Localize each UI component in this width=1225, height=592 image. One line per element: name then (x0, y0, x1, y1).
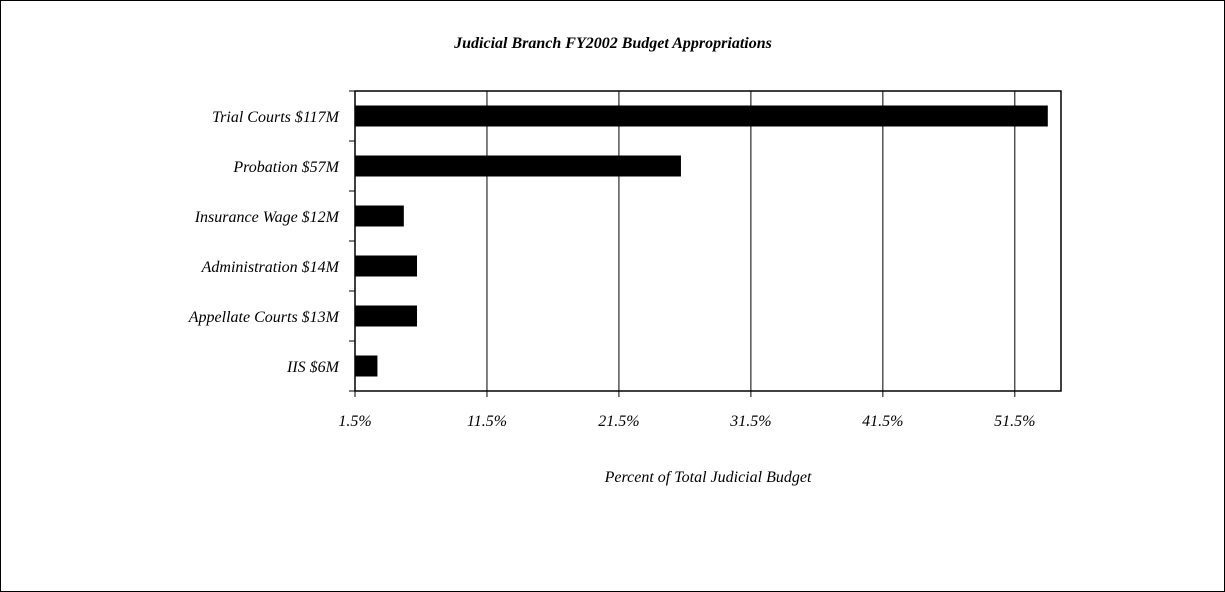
category-label: Probation $57M (232, 159, 340, 176)
x-tick-label: 21.5% (598, 413, 639, 430)
category-label: IIS $6M (286, 359, 341, 376)
category-label: Insurance Wage $12M (194, 209, 341, 226)
x-axis-title: Percent of Total Judicial Budget (604, 469, 812, 486)
bar (355, 255, 418, 277)
category-label: Administration $14M (201, 259, 341, 276)
category-label: Appellate Courts $13M (188, 309, 341, 326)
chart-title: Judicial Branch FY2002 Budget Appropriat… (453, 35, 772, 52)
category-label: Trial Courts $117M (212, 109, 341, 126)
x-tick-label: 11.5% (467, 413, 507, 430)
x-tick-label: 41.5% (862, 413, 903, 430)
bar (355, 105, 1048, 127)
axis-labels: 1.5% 11.5% 21.5% 31.5% 41.5% 51.5% Trial Court… (188, 109, 1036, 430)
gridlines (486, 91, 1016, 391)
bar (355, 205, 404, 227)
x-tick-label: 31.5% (729, 413, 771, 430)
bar (355, 305, 418, 327)
bar (355, 155, 681, 177)
x-tick-label: 1.5% (338, 413, 371, 430)
x-tick-label: 51.5% (994, 413, 1035, 430)
axes (349, 90, 1016, 397)
bar (355, 355, 378, 377)
plot-area-frame (354, 90, 1062, 392)
bars (355, 105, 1048, 377)
